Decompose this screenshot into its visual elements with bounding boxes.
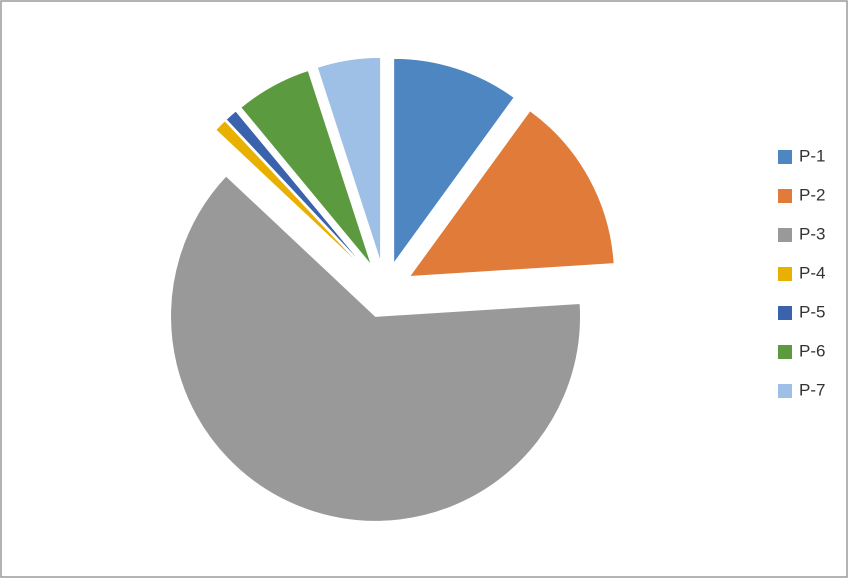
legend-label: P-2 (799, 185, 825, 204)
chart: P-1 P-2 P-3 P-4 P-5 P-6 P-7 (0, 0, 848, 578)
legend-swatch (778, 345, 792, 359)
legend-label: P-1 (799, 146, 825, 165)
legend-label: P-4 (799, 263, 825, 282)
legend-label: P-6 (799, 341, 825, 360)
legend-swatch (778, 189, 792, 203)
legend-label: P-5 (799, 302, 825, 321)
legend-swatch (778, 150, 792, 164)
legend-swatch (778, 384, 792, 398)
legend-label: P-3 (799, 224, 825, 243)
legend-swatch (778, 228, 792, 242)
legend-swatch (778, 306, 792, 320)
legend-swatch (778, 267, 792, 281)
legend-label: P-7 (799, 380, 825, 399)
